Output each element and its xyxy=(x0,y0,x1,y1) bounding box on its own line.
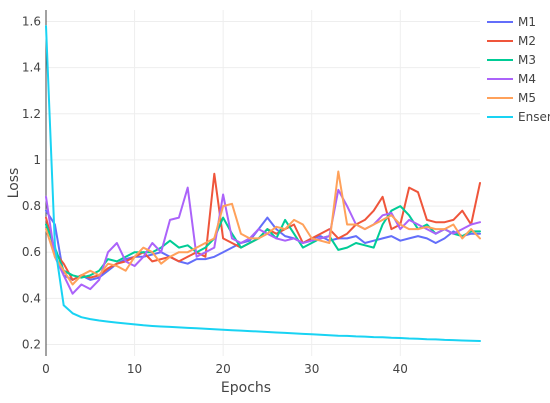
legend-label: M3 xyxy=(518,53,536,67)
y-tick-label: 1 xyxy=(33,153,41,167)
x-tick-label: 30 xyxy=(304,362,319,376)
y-axis-title: Loss xyxy=(6,168,22,199)
legend-label: M4 xyxy=(518,72,536,86)
legend-label: M1 xyxy=(518,15,536,29)
y-tick-label: 1.4 xyxy=(22,61,41,75)
legend-label: Ensemble xyxy=(518,110,550,124)
gridlines xyxy=(45,10,480,356)
tick-labels: 0.2 0.4 0.6 0.8 1 1.2 1.4 1.6 0 10 20 30 40 xyxy=(22,15,408,376)
series-line-m3 xyxy=(45,205,481,279)
legend-item-m4[interactable]: M4 xyxy=(487,72,536,86)
x-tick-label: 0 xyxy=(42,362,50,376)
y-tick-label: 0.8 xyxy=(22,199,41,213)
x-tick-label: 20 xyxy=(216,362,231,376)
series-line-m5 xyxy=(45,170,481,286)
series-line-m4 xyxy=(45,186,481,295)
x-axis-title: Epochs xyxy=(221,380,271,396)
legend-item-ensemble[interactable]: Ensemble xyxy=(487,110,550,124)
legend-item-m3[interactable]: M3 xyxy=(487,53,536,67)
series-lines xyxy=(45,25,481,342)
series-line-m1 xyxy=(45,209,481,281)
x-tick-label: 40 xyxy=(393,362,408,376)
x-tick-label: 10 xyxy=(127,362,142,376)
legend-item-m2[interactable]: M2 xyxy=(487,34,536,48)
y-tick-label: 0.4 xyxy=(22,291,41,305)
legend-label: M2 xyxy=(518,34,536,48)
y-tick-label: 1.6 xyxy=(22,15,41,29)
legend-item-m5[interactable]: M5 xyxy=(487,91,536,105)
y-tick-label: 0.2 xyxy=(22,337,41,351)
legend-label: M5 xyxy=(518,91,536,105)
y-tick-label: 1.2 xyxy=(22,107,41,121)
y-tick-label: 0.6 xyxy=(22,245,41,259)
series-line-ensemble xyxy=(45,25,481,342)
legend[interactable]: M1 M2 M3 M4 M5 Ensemble xyxy=(487,15,550,124)
legend-item-m1[interactable]: M1 xyxy=(487,15,536,29)
